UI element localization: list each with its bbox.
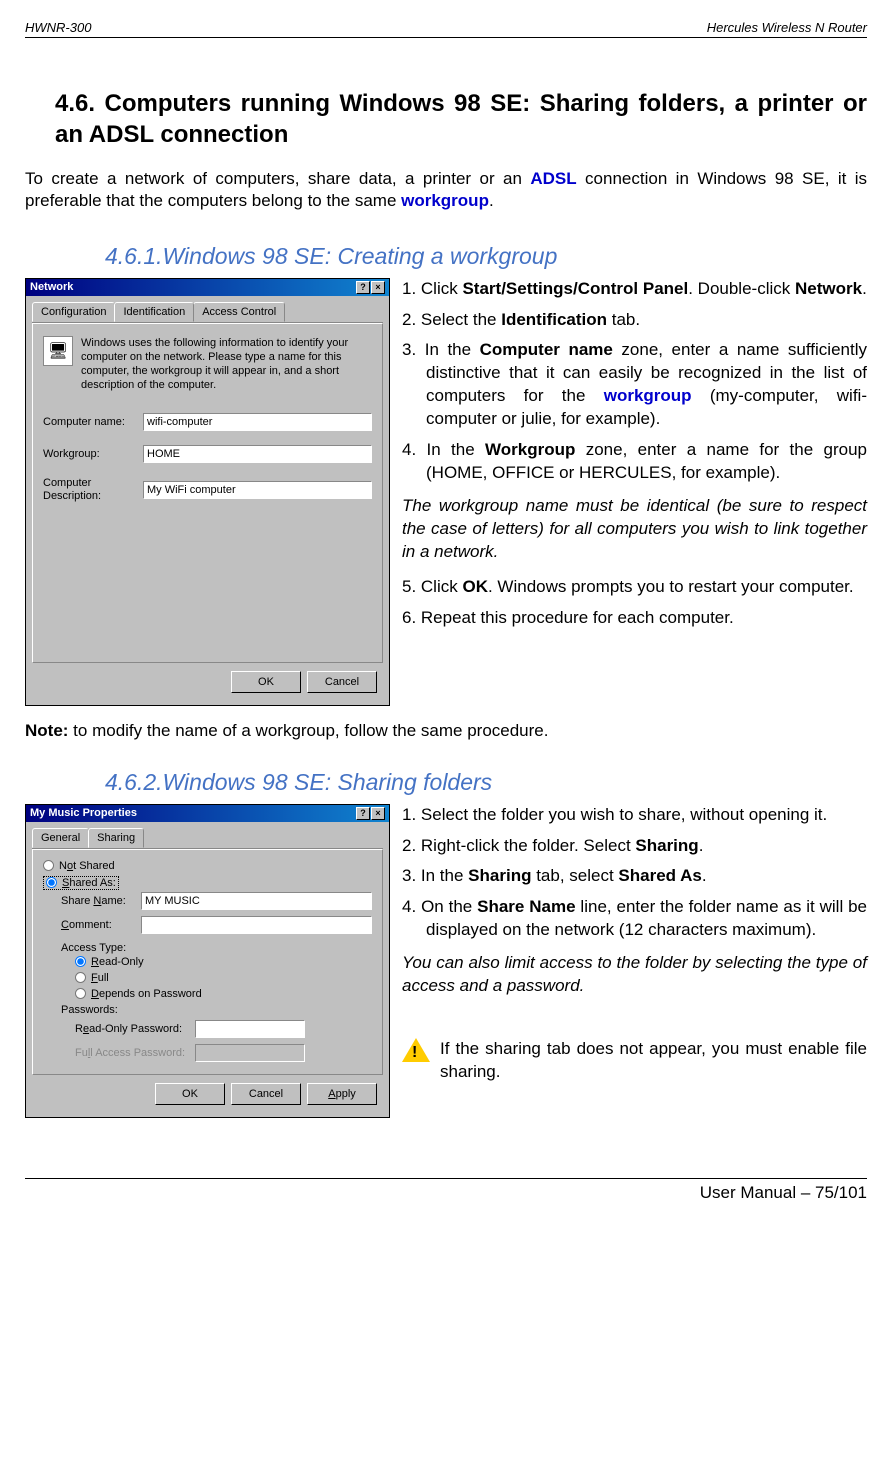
description-input[interactable] [143, 481, 372, 499]
computer-name-input[interactable] [143, 413, 372, 431]
workgroup-note: The workgroup name must be identical (be… [402, 495, 867, 564]
tab-configuration[interactable]: Configuration [32, 302, 115, 322]
network-titlebar: Network ? × [26, 279, 389, 296]
comment-input[interactable] [141, 916, 372, 934]
help-icon[interactable]: ? [356, 807, 370, 820]
subsection-461-title: 4.6.1.Windows 98 SE: Creating a workgrou… [105, 243, 867, 270]
page-footer: User Manual – 75/101 [25, 1178, 867, 1203]
computer-icon: 🖥 [43, 336, 73, 366]
depends-radio[interactable]: Depends on Password [75, 988, 372, 1000]
sharing-note: You can also limit access to the folder … [402, 952, 867, 998]
network-info-text: Windows uses the following information t… [81, 336, 372, 393]
ok-button[interactable]: OK [231, 671, 301, 693]
cancel-button[interactable]: Cancel [231, 1083, 301, 1105]
workgroup-footnote: Note: to modify the name of a workgroup,… [25, 721, 867, 741]
step-4: In the Workgroup zone, enter a name for … [402, 439, 867, 485]
shared-as-radio[interactable]: Shared As: [43, 876, 119, 890]
step-5: Click OK. Windows prompts you to restart… [402, 576, 867, 599]
sharing-instructions: Select the folder you wish to share, wit… [402, 804, 867, 1084]
not-shared-radio[interactable]: Not Shared [43, 860, 372, 872]
network-dialog: Network ? × Configuration Identification… [25, 278, 390, 706]
sharing-dialog-title: My Music Properties [30, 807, 137, 819]
step-3: In the Computer name zone, enter a name … [402, 339, 867, 431]
full-pwd-input [195, 1044, 305, 1062]
workgroup-input[interactable] [143, 445, 372, 463]
step-6: Repeat this procedure for each computer. [402, 607, 867, 630]
share-step-3: In the Sharing tab, select Shared As. [402, 865, 867, 888]
step-1: Click Start/Settings/Control Panel. Doub… [402, 278, 867, 301]
close-icon[interactable]: × [371, 281, 385, 294]
full-radio[interactable]: Full [75, 972, 372, 984]
adsl-link: ADSL [530, 169, 576, 188]
comment-label: Comment: [61, 919, 141, 931]
computer-name-label: Computer name: [43, 416, 143, 428]
warning-icon [402, 1038, 430, 1062]
share-step-4: On the Share Name line, enter the folder… [402, 896, 867, 942]
workgroup-link: workgroup [401, 191, 489, 210]
workgroup-instructions: Click Start/Settings/Control Panel. Doub… [402, 278, 867, 638]
intro-paragraph: To create a network of computers, share … [25, 168, 867, 212]
header-left: HWNR-300 [25, 20, 91, 35]
access-type-label: Access Type: [61, 942, 372, 954]
description-label: Computer Description: [43, 477, 143, 503]
full-pwd-label: Full Access Password: [75, 1047, 195, 1059]
help-icon[interactable]: ? [356, 281, 370, 294]
share-step-1: Select the folder you wish to share, wit… [402, 804, 867, 827]
passwords-label: Passwords: [61, 1004, 372, 1016]
cancel-button[interactable]: Cancel [307, 671, 377, 693]
network-tabs: Configuration Identification Access Cont… [32, 302, 383, 323]
sharing-titlebar: My Music Properties ? × [26, 805, 389, 822]
section-title: 4.6. Computers running Windows 98 SE: Sh… [55, 88, 867, 150]
share-name-label: Share Name: [61, 895, 141, 907]
step-2: Select the Identification tab. [402, 309, 867, 332]
tab-identification[interactable]: Identification [114, 302, 194, 322]
tab-sharing[interactable]: Sharing [88, 828, 144, 848]
tab-general[interactable]: General [32, 828, 89, 848]
warning-text: If the sharing tab does not appear, you … [440, 1038, 867, 1084]
share-name-input[interactable] [141, 892, 372, 910]
readonly-radio[interactable]: Read-Only [75, 956, 372, 968]
page-header: HWNR-300 Hercules Wireless N Router [25, 20, 867, 38]
ro-pwd-input[interactable] [195, 1020, 305, 1038]
apply-button[interactable]: Apply [307, 1083, 377, 1105]
tab-access-control[interactable]: Access Control [193, 302, 285, 322]
workgroup-label: Workgroup: [43, 448, 143, 460]
network-dialog-title: Network [30, 281, 73, 293]
subsection-462-title: 4.6.2.Windows 98 SE: Sharing folders [105, 769, 867, 796]
header-right: Hercules Wireless N Router [707, 20, 867, 35]
share-step-2: Right-click the folder. Select Sharing. [402, 835, 867, 858]
ro-pwd-label: Read-Only Password: [75, 1023, 195, 1035]
sharing-tabs: General Sharing [32, 828, 383, 849]
warning-row: If the sharing tab does not appear, you … [402, 1038, 867, 1084]
ok-button[interactable]: OK [155, 1083, 225, 1105]
close-icon[interactable]: × [371, 807, 385, 820]
sharing-dialog: My Music Properties ? × General Sharing … [25, 804, 390, 1118]
